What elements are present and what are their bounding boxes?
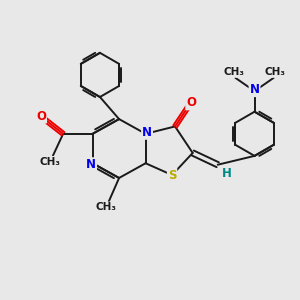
Text: O: O xyxy=(36,110,46,123)
Text: CH₃: CH₃ xyxy=(95,202,116,212)
Text: O: O xyxy=(186,96,196,110)
Text: N: N xyxy=(86,158,96,171)
Text: CH₃: CH₃ xyxy=(224,67,244,77)
Text: S: S xyxy=(168,169,176,182)
Text: N: N xyxy=(250,83,260,96)
Text: N: N xyxy=(142,126,152,139)
Text: CH₃: CH₃ xyxy=(265,67,286,77)
Text: H: H xyxy=(222,167,232,180)
Text: CH₃: CH₃ xyxy=(39,157,60,167)
